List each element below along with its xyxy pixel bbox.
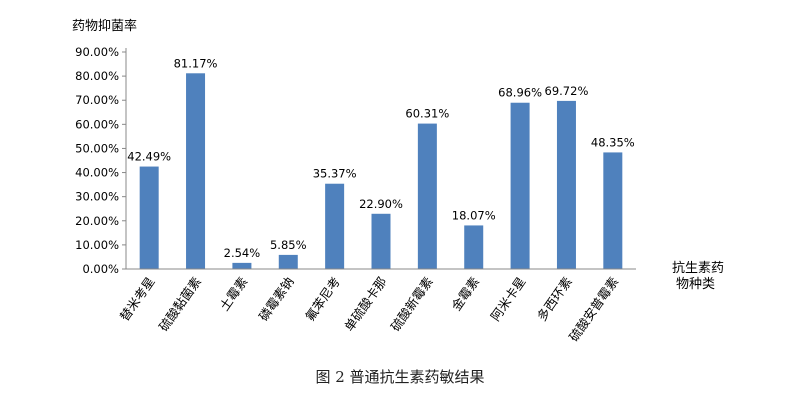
y-tick-label: 80.00% bbox=[75, 69, 119, 83]
category-label: 硫酸安普霉素 bbox=[566, 274, 621, 344]
y-tick-label: 60.00% bbox=[75, 117, 119, 131]
bar bbox=[139, 166, 159, 269]
bar-value-label: 68.96% bbox=[498, 86, 542, 100]
bars: 42.49% 81.17% 2.54% 5.85% 35.37% 22.90% 60.31%… bbox=[127, 56, 635, 270]
y-tick-label: 50.00% bbox=[75, 141, 119, 155]
category-label: 阿米卡星 bbox=[488, 274, 529, 324]
category-label: 硫酸新霉素 bbox=[388, 274, 436, 334]
bar-value-label: 81.17% bbox=[174, 56, 218, 70]
y-tick-label: 0.00% bbox=[82, 262, 119, 276]
figure-caption: 图 2 普通抗生素药敏结果 bbox=[315, 368, 485, 386]
y-tick-label: 40.00% bbox=[75, 166, 119, 180]
category-label: 硫酸黏菌素 bbox=[156, 274, 204, 334]
bar-value-label: 5.85% bbox=[270, 238, 307, 252]
bar-value-label: 18.07% bbox=[452, 208, 496, 222]
y-tick-label: 10.00% bbox=[75, 238, 119, 252]
bar-value-label: 22.90% bbox=[359, 197, 403, 211]
bar bbox=[417, 123, 437, 269]
x-axis-title-line-2: 物种类 bbox=[676, 277, 715, 292]
bar bbox=[510, 102, 530, 270]
category-label: 金霉素 bbox=[448, 274, 482, 313]
bar-value-label: 60.31% bbox=[405, 107, 449, 121]
y-tick-label: 90.00% bbox=[75, 45, 119, 59]
category-label: 多西环素 bbox=[534, 274, 575, 324]
y-tick-label: 30.00% bbox=[75, 190, 119, 204]
category-label: 磷霉素钠 bbox=[256, 274, 297, 324]
y-axis-ticks: 0.00% 10.00% 20.00% 30.00% 40.00% 50.00% 60.00… bbox=[75, 45, 126, 276]
bar-value-label: 69.72% bbox=[545, 84, 589, 98]
bar-value-label: 42.49% bbox=[127, 150, 171, 164]
y-axis-title: 药物抑菌率 bbox=[72, 18, 137, 34]
bar bbox=[556, 100, 576, 269]
bar-value-label: 2.54% bbox=[224, 246, 261, 260]
bar bbox=[371, 213, 391, 269]
bar bbox=[603, 152, 623, 269]
bar bbox=[464, 225, 484, 269]
y-tick-label: 70.00% bbox=[75, 93, 119, 107]
category-label: 氟苯尼考 bbox=[302, 274, 343, 324]
bar bbox=[278, 254, 298, 269]
y-tick-label: 20.00% bbox=[75, 214, 119, 228]
category-label: 替米考星 bbox=[117, 274, 158, 324]
category-label: 单硫酸卡那 bbox=[341, 274, 389, 334]
bar bbox=[325, 183, 345, 269]
bar-value-label: 48.35% bbox=[591, 135, 635, 149]
bar bbox=[232, 262, 252, 269]
bar-value-label: 35.37% bbox=[313, 167, 357, 181]
x-axis-title-line-1: 抗生素药 bbox=[672, 261, 724, 276]
bar bbox=[186, 73, 206, 270]
category-label: 土霉素 bbox=[217, 274, 251, 313]
